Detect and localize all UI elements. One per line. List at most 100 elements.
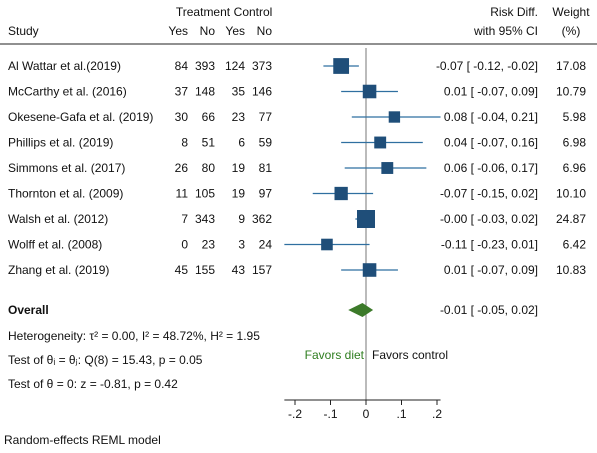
treatment-no-value: 80 (202, 161, 216, 175)
ci-text: 0.04 [ -0.07, 0.16] (444, 136, 538, 150)
effect-marker (333, 58, 350, 74)
x-tick-label: .2 (432, 407, 442, 421)
effect-marker (334, 186, 348, 201)
test-theta-i-stat: Test of θᵢ = θⱼ: Q(8) = 15.43, p = 0.05 (8, 353, 203, 367)
effect-marker (362, 84, 377, 99)
x-tick-label: -.1 (323, 407, 337, 421)
control-no-value: 81 (259, 161, 273, 175)
study-label: Phillips et al. (2019) (8, 136, 113, 150)
treatment-yes-value: 45 (175, 263, 189, 277)
control-yes-value: 3 (238, 238, 245, 252)
overall-ci-text: -0.01 [ -0.05, 0.02] (440, 303, 538, 317)
control-yes-value: 124 (225, 59, 245, 73)
study-label: Thornton et al. (2009) (8, 187, 123, 201)
study-label: McCarthy et al. (2016) (8, 85, 127, 99)
header-study: Study (8, 24, 39, 38)
control-yes-value: 43 (232, 263, 246, 277)
ci-text: -0.07 [ -0.15, 0.02] (440, 187, 538, 201)
header-control-no: No (257, 24, 273, 38)
study-label: Al Wattar et al.(2019) (8, 59, 121, 73)
x-tick-label: -.2 (288, 407, 302, 421)
ci-text: -0.07 [ -0.12, -0.02] (436, 59, 538, 73)
treatment-yes-value: 7 (181, 212, 188, 226)
x-tick-label: 0 (363, 407, 370, 421)
x-tick-label: .1 (396, 407, 406, 421)
control-no-value: 97 (259, 187, 273, 201)
header-treatment: Treatment (176, 5, 231, 19)
weight-value: 10.10 (556, 187, 586, 201)
test-theta-0-stat: Test of θ = 0: z = -0.81, p = 0.42 (8, 377, 178, 391)
weight-value: 5.98 (563, 110, 587, 124)
ci-text: -0.00 [ -0.03, 0.02] (440, 212, 538, 226)
effect-marker (381, 162, 394, 174)
header-ci: with 95% CI (473, 24, 538, 38)
favors-diet-label: Favors diet (305, 348, 365, 362)
header-treatment-no: No (200, 24, 216, 38)
model-note: Random-effects REML model (4, 433, 161, 447)
control-yes-value: 19 (232, 161, 246, 175)
study-label: Walsh et al. (2012) (8, 212, 108, 226)
study-label: Simmons et al. (2017) (8, 161, 125, 175)
weight-value: 6.42 (563, 238, 587, 252)
plot-marks (284, 48, 441, 400)
header-risk-diff: Risk Diff. (490, 5, 538, 19)
treatment-yes-value: 37 (175, 85, 189, 99)
study-label: Wolff et al. (2008) (8, 238, 102, 252)
weight-value: 10.79 (556, 85, 586, 99)
control-no-value: 373 (252, 59, 272, 73)
effect-marker (362, 263, 377, 277)
treatment-no-value: 343 (195, 212, 215, 226)
control-no-value: 77 (259, 110, 273, 124)
control-yes-value: 35 (232, 85, 246, 99)
study-label: Okesene-Gafa et al. (2019) (8, 110, 153, 124)
ci-text: -0.11 [ -0.23, 0.01] (441, 238, 538, 252)
favors-control-label: Favors control (372, 348, 448, 362)
treatment-no-value: 148 (195, 85, 215, 99)
x-axis: -.2 -.1 0 .1 .2 (284, 399, 442, 421)
ci-text: 0.06 [ -0.06, 0.17] (444, 161, 538, 175)
ci-text: 0.01 [ -0.07, 0.09] (444, 263, 538, 277)
control-no-value: 362 (252, 212, 272, 226)
treatment-no-value: 66 (202, 110, 216, 124)
control-yes-value: 9 (238, 212, 245, 226)
control-no-value: 146 (252, 85, 272, 99)
effect-marker (321, 238, 333, 251)
header-control-yes: Yes (225, 24, 245, 38)
ci-text: 0.08 [ -0.04, 0.21] (444, 110, 538, 124)
weight-value: 17.08 (556, 59, 586, 73)
header-control: Control (234, 5, 273, 19)
weight-value: 6.96 (563, 161, 587, 175)
treatment-yes-value: 84 (175, 59, 189, 73)
overall-label: Overall (8, 303, 49, 317)
control-no-value: 24 (259, 238, 273, 252)
effect-marker (388, 111, 401, 123)
treatment-yes-value: 0 (181, 238, 188, 252)
overall-diamond (348, 303, 374, 317)
treatment-no-value: 155 (195, 263, 215, 277)
header-treatment-yes: Yes (168, 24, 188, 38)
effect-marker (374, 136, 387, 149)
study-label: Zhang et al. (2019) (8, 263, 109, 277)
effect-marker (357, 210, 375, 228)
study-rows: Al Wattar et al.(2019) 84 393 124 373 -0.07 [… (8, 59, 586, 277)
weight-value: 10.83 (556, 263, 586, 277)
control-yes-value: 6 (238, 136, 245, 150)
treatment-no-value: 51 (202, 136, 216, 150)
header-weight-unit: (%) (562, 24, 581, 38)
control-no-value: 157 (252, 263, 272, 277)
treatment-no-value: 23 (202, 238, 216, 252)
treatment-yes-value: 26 (175, 161, 189, 175)
header-weight: Weight (552, 5, 590, 19)
ci-text: 0.01 [ -0.07, 0.09] (444, 85, 538, 99)
treatment-no-value: 105 (195, 187, 215, 201)
treatment-yes-value: 11 (176, 187, 189, 201)
weight-value: 24.87 (556, 212, 586, 226)
control-no-value: 59 (259, 136, 273, 150)
treatment-yes-value: 30 (175, 110, 189, 124)
heterogeneity-stat: Heterogeneity: τ² = 0.00, I² = 48.72%, H… (8, 329, 260, 343)
treatment-no-value: 393 (195, 59, 215, 73)
control-yes-value: 23 (232, 110, 246, 124)
treatment-yes-value: 8 (181, 136, 188, 150)
control-yes-value: 19 (232, 187, 246, 201)
